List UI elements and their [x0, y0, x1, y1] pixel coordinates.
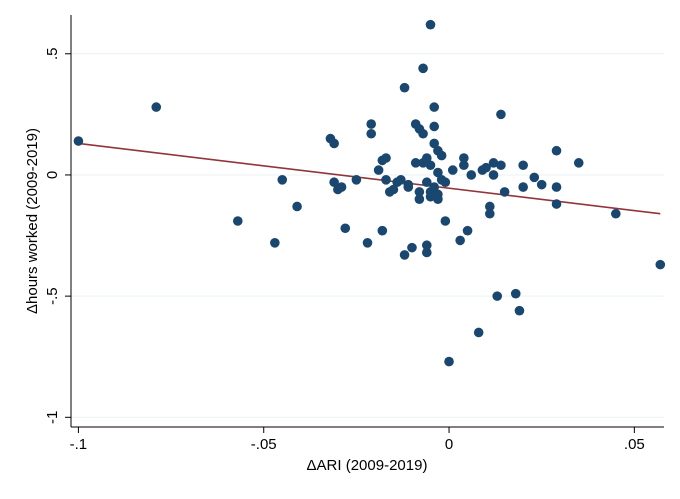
scatter-point	[403, 182, 414, 192]
scatter-point	[366, 128, 377, 139]
scatter-point	[440, 177, 451, 188]
scatter-point	[611, 208, 621, 219]
scatter-point	[292, 201, 302, 212]
scatter-point	[277, 175, 288, 185]
scatter-point	[433, 194, 443, 204]
scatter-point	[336, 182, 347, 192]
scatter-point	[340, 223, 351, 234]
scatter-point	[399, 250, 410, 260]
scatter-point	[429, 102, 440, 112]
scatter-point	[381, 153, 391, 163]
x-tick-label: -.1	[70, 436, 88, 453]
scatter-point	[536, 179, 547, 190]
scatter-point	[466, 170, 477, 180]
scatter-point	[422, 153, 432, 163]
scatter-point	[422, 177, 432, 188]
scatter-point	[462, 225, 473, 236]
scatter-point	[232, 216, 243, 226]
fit-line	[78, 142, 661, 215]
scatter-point	[518, 182, 528, 192]
scatter-point	[429, 182, 440, 192]
scatter-point	[422, 247, 432, 258]
scatter-point	[510, 288, 521, 299]
scatter-point	[410, 158, 421, 168]
scatter-point	[496, 109, 506, 120]
scatter-point	[496, 160, 506, 171]
y-tick-label: -.5	[44, 287, 61, 305]
x-tick-label: .05	[624, 436, 645, 453]
scatter-point	[488, 170, 499, 180]
scatter-point	[514, 305, 525, 316]
scatter-point	[351, 175, 362, 185]
scatter-point	[151, 102, 162, 112]
scatter-point	[429, 138, 440, 149]
scatter-point	[425, 19, 436, 30]
scatter-point	[270, 238, 280, 248]
scatter-point	[362, 238, 373, 248]
scatter-point	[459, 160, 469, 171]
scatter-point	[459, 153, 469, 163]
gridlines	[71, 53, 664, 418]
scatter-point	[481, 162, 491, 173]
scatter-point	[485, 201, 495, 212]
scatter-point	[418, 128, 428, 139]
scatter-point	[473, 327, 484, 338]
scatter-point	[414, 194, 425, 204]
fit-line-layer	[78, 142, 661, 215]
x-tick-label: -.05	[251, 436, 277, 453]
scatter-point	[551, 145, 562, 156]
scatter-point	[399, 82, 410, 93]
scatter-point	[73, 136, 84, 146]
scatter-point	[447, 165, 458, 175]
scatter-point	[433, 167, 443, 178]
scatter-point	[418, 63, 428, 74]
scatter-point	[414, 187, 425, 197]
y-axis-label: Δhours worked (2009-2019)	[24, 128, 41, 314]
scatter-point	[485, 208, 495, 219]
scatter-point	[529, 172, 540, 183]
scatter-point	[440, 216, 451, 226]
scatter-point	[422, 240, 432, 251]
scatter-point	[455, 235, 465, 246]
scatter-point	[488, 158, 499, 168]
y-tick-label: .5	[44, 48, 61, 61]
scatter-point	[425, 160, 436, 171]
scatter-point	[366, 119, 377, 129]
axis-ticks: -1 -.5 0 .5 -.1 -.05 0 .05	[44, 48, 645, 453]
scatter-point	[499, 187, 510, 197]
scatter-point	[518, 160, 528, 171]
scatter-point	[381, 175, 391, 185]
scatter-point	[329, 138, 339, 149]
x-tick-label: 0	[445, 436, 453, 453]
scatter-point	[573, 158, 584, 168]
scatter-point	[425, 191, 436, 202]
scatter-point	[396, 175, 406, 185]
scatter-point	[551, 182, 562, 192]
scatter-point	[329, 177, 339, 188]
scatter-point	[373, 165, 384, 175]
plot-background	[71, 15, 664, 427]
scatter-point	[551, 199, 562, 209]
scatter-point	[429, 121, 440, 132]
scatter-point	[655, 259, 666, 270]
scatter-point	[377, 225, 388, 236]
scatter-point	[492, 291, 503, 301]
scatter-points	[73, 19, 666, 367]
y-tick-label: -1	[44, 411, 61, 424]
scatter-point	[444, 356, 454, 367]
scatter-point	[407, 242, 417, 253]
y-tick-label: 0	[44, 171, 61, 179]
x-axis-label: ΔARI (2009-2019)	[307, 457, 428, 474]
scatter-point	[388, 184, 399, 195]
scatter-point	[436, 150, 447, 161]
